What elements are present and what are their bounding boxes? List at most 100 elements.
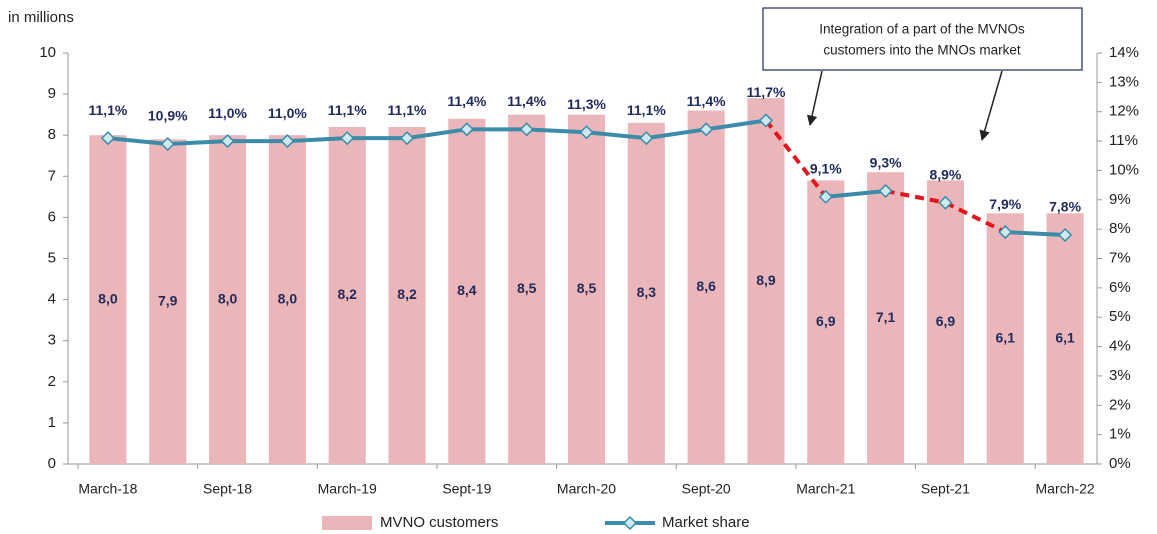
y2-tick-label: 0% [1109,455,1131,472]
y2-tick-label: 14% [1109,44,1139,61]
marker [938,195,953,210]
legend-label: MVNO customers [380,514,498,531]
line-label: 11,1% [388,102,427,118]
marker [160,136,175,152]
bar [986,213,1024,464]
y-tick-label: 5 [48,249,56,266]
y2-tick-label: 12% [1109,103,1139,120]
annotation: customers into the MNOs market [823,43,1021,58]
line-segment [406,127,468,141]
bar-label: 8,0 [218,290,238,306]
legend-swatch [322,516,372,530]
bar [807,180,845,464]
y-tick-label: 9 [48,85,56,102]
bar [747,98,785,465]
bar [268,135,306,464]
bar-label: 7,1 [876,309,896,325]
marker [639,131,654,146]
line-label: 9,3% [870,155,902,171]
line-segment [586,130,647,141]
y2-tick-label: 13% [1109,73,1139,90]
line-segment [167,139,228,147]
bar-label: 8,2 [397,286,417,302]
line-label: 8,9% [929,166,961,182]
bar [1046,213,1084,464]
line-segment-dashed [885,189,946,205]
bar [89,135,127,464]
line-segment [526,127,587,135]
legend-label: Market share [662,514,750,531]
bar-label: 8,9 [756,272,776,288]
y-tick-label: 3 [48,332,56,349]
y-tick-label: 6 [48,208,56,225]
marker [459,122,474,137]
y2-tick-label: 8% [1109,220,1131,237]
y2-tick-label: 11% [1109,132,1138,149]
marker [340,131,355,146]
y-tick-label: 1 [48,414,56,431]
line-label: 9,1% [810,161,842,177]
line-label: 11,7% [747,84,786,100]
y-tick-label: 4 [48,291,56,308]
line-label: 11,0% [268,105,307,121]
bar [448,118,486,464]
line-label: 10,9% [148,108,188,124]
annotation-arrow [979,70,1003,142]
bar [508,114,546,465]
line-label: 11,3% [567,96,606,112]
y2-tick-label: 6% [1109,279,1131,296]
y2-tick-label: 4% [1109,338,1131,355]
marker [579,125,594,140]
annotation-box [762,7,1083,71]
bar [149,139,187,464]
y-tick-label: 0 [48,455,56,472]
y-tick-label: 10 [39,44,56,61]
bar-label: 8,0 [98,290,118,306]
bar-label: 8,6 [696,278,716,294]
x-tick-label: March-22 [1036,481,1095,497]
line-segment [646,127,707,141]
y2-tick-label: 10% [1109,161,1139,178]
annotation-arrow [806,70,823,127]
bar-label: 6,9 [936,313,956,329]
bar-label: 6,1 [996,329,1016,345]
line-segment [1005,230,1066,238]
y-axis-label: in millions [8,9,74,26]
marker [519,122,534,137]
marker [220,134,235,149]
y2-tick-label: 9% [1109,191,1131,208]
y2-tick-label: 5% [1109,308,1131,325]
legend-swatch [622,515,638,531]
bar [388,126,426,464]
x-tick-label: Sept-21 [921,481,970,497]
x-tick-label: Sept-18 [203,481,252,497]
bar [567,114,606,465]
y-tick-label: 7 [48,167,56,184]
y2-tick-label: 2% [1109,396,1131,413]
x-tick-label: March-21 [796,481,855,497]
marker [818,189,833,204]
marker [699,122,714,137]
line-label: 11,4% [447,93,486,109]
marker [399,131,415,146]
line-label: 11,1% [328,102,367,118]
bar-label: 8,2 [337,286,357,302]
bar [328,126,366,464]
bar-label: 6,1 [1055,329,1075,345]
line-segment [107,136,168,146]
line-label: 11,1% [88,102,127,118]
line-segment [705,118,767,132]
line-label: 7,8% [1049,199,1081,215]
y-tick-label: 2 [48,373,56,390]
y2-tick-label: 7% [1109,249,1131,266]
line-segment-dashed [944,200,1007,234]
y2-tick-label: 3% [1109,367,1131,384]
bar-label: 8,0 [278,290,298,306]
bar [627,122,665,465]
x-tick-label: March-19 [318,481,377,497]
marker [758,113,774,128]
marker [280,134,295,149]
x-tick-label: Sept-20 [682,481,731,497]
marker [100,131,115,146]
bar-label: 7,9 [158,292,178,308]
